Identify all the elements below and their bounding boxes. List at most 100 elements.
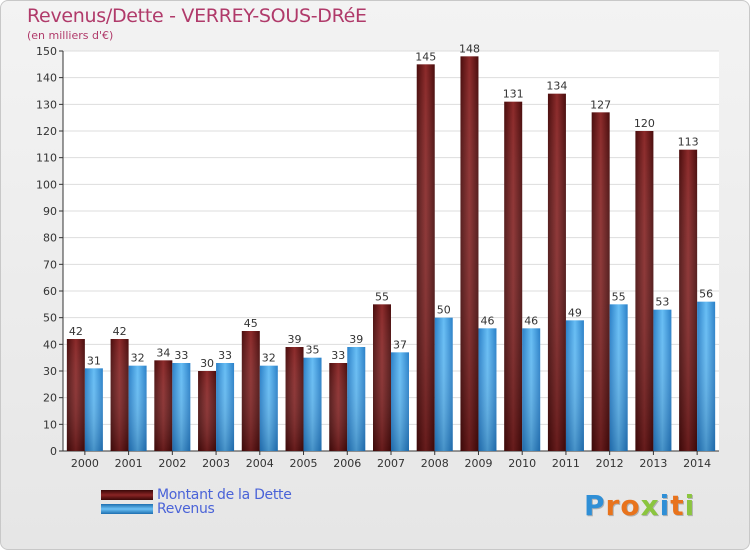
data-label-revenus: 56 xyxy=(699,288,713,301)
y-tick-label: 60 xyxy=(43,285,57,298)
data-label-revenus: 32 xyxy=(131,352,145,365)
bar-revenus-shade xyxy=(478,328,497,451)
bar-dette-shade xyxy=(66,339,85,451)
bar-revenus-shade xyxy=(347,347,366,451)
y-tick-label: 140 xyxy=(36,72,57,85)
data-label-revenus: 35 xyxy=(306,344,320,357)
bar-dette-shade xyxy=(591,112,610,451)
data-label-revenus: 50 xyxy=(437,304,451,317)
bar-dette-shade xyxy=(154,360,173,451)
data-label-dette: 131 xyxy=(503,88,524,101)
data-label-dette: 145 xyxy=(415,50,436,63)
proxiti-logo: Proxiti xyxy=(584,489,695,522)
x-tick-label: 2014 xyxy=(683,457,711,470)
y-tick-label: 80 xyxy=(43,232,57,245)
x-tick-label: 2013 xyxy=(639,457,667,470)
data-label-revenus: 37 xyxy=(393,338,407,351)
data-label-revenus: 55 xyxy=(612,290,626,303)
x-tick-label: 2002 xyxy=(158,457,186,470)
y-tick-label: 70 xyxy=(43,258,57,271)
bar-dette-shade xyxy=(241,331,260,451)
y-tick-label: 100 xyxy=(36,178,57,191)
bar-revenus-shade xyxy=(391,352,409,451)
data-label-dette: 34 xyxy=(156,346,170,359)
bar-dette-shade xyxy=(504,101,523,452)
logo-letter: t xyxy=(670,489,685,522)
x-tick-label: 2001 xyxy=(115,457,143,470)
data-label-dette: 45 xyxy=(244,317,258,330)
bar-dette-shade xyxy=(635,131,654,451)
data-label-dette: 127 xyxy=(590,98,611,111)
logo-letter: o xyxy=(620,489,641,522)
bar-dette-shade xyxy=(285,347,304,451)
bar-revenus-shade xyxy=(128,365,147,451)
y-tick-label: 50 xyxy=(43,312,57,325)
data-label-dette: 42 xyxy=(113,325,127,338)
bar-dette-shade xyxy=(198,371,217,451)
bar-revenus-shade xyxy=(565,320,584,451)
bar-revenus-shade xyxy=(434,317,453,451)
x-tick-label: 2010 xyxy=(508,457,536,470)
data-label-dette: 39 xyxy=(288,333,302,346)
x-tick-label: 2011 xyxy=(552,457,580,470)
y-tick-label: 120 xyxy=(36,125,57,138)
logo-letter: r xyxy=(605,489,621,522)
y-tick-label: 110 xyxy=(36,152,57,165)
bar-revenus-shade xyxy=(697,301,716,451)
x-tick-label: 2003 xyxy=(202,457,230,470)
data-label-dette: 134 xyxy=(546,80,567,93)
bar-dette-shade xyxy=(679,149,698,451)
x-tick-label: 2005 xyxy=(290,457,318,470)
data-label-revenus: 31 xyxy=(87,354,101,367)
bar-revenus-shade xyxy=(84,368,103,451)
chart-title: Revenus/Dette - VERREY-SOUS-DRéE xyxy=(27,5,367,27)
data-label-dette: 55 xyxy=(375,290,389,303)
logo-letter: x xyxy=(640,489,660,522)
x-tick-label: 2006 xyxy=(333,457,361,470)
chart-subtitle: (en milliers d'€) xyxy=(27,29,114,42)
legend-swatch-revenus xyxy=(101,504,153,514)
x-tick-label: 2009 xyxy=(464,457,492,470)
data-label-dette: 148 xyxy=(459,42,480,55)
bar-dette-shade xyxy=(416,64,435,452)
legend-label-dette: Montant de la Dette xyxy=(157,487,292,503)
data-label-dette: 113 xyxy=(678,136,699,149)
x-tick-label: 2008 xyxy=(421,457,449,470)
x-tick-label: 2007 xyxy=(377,457,405,470)
legend-item-revenus: Revenus xyxy=(101,501,215,517)
x-tick-label: 2012 xyxy=(596,457,624,470)
x-tick-label: 2000 xyxy=(71,457,99,470)
data-label-revenus: 46 xyxy=(480,314,494,327)
data-label-revenus: 53 xyxy=(655,296,669,309)
data-label-revenus: 39 xyxy=(349,333,363,346)
bar-revenus-shade xyxy=(259,365,278,451)
bar-revenus-shade xyxy=(522,328,541,451)
y-tick-label: 40 xyxy=(43,338,57,351)
bar-revenus-shade xyxy=(609,304,628,451)
data-label-revenus: 49 xyxy=(568,306,582,319)
y-tick-label: 30 xyxy=(43,365,57,378)
data-label-dette: 120 xyxy=(634,117,655,130)
data-label-revenus: 33 xyxy=(174,349,188,362)
data-label-revenus: 46 xyxy=(524,314,538,327)
bar-dette-shade xyxy=(110,339,129,451)
bar-revenus-shade xyxy=(172,363,191,451)
bar-revenus-shade xyxy=(216,363,235,451)
y-tick-label: 150 xyxy=(36,45,57,58)
data-label-dette: 42 xyxy=(69,325,83,338)
data-label-revenus: 32 xyxy=(262,352,276,365)
x-tick-label: 2004 xyxy=(246,457,274,470)
bar-revenus-shade xyxy=(653,309,672,451)
bar-revenus-shade xyxy=(303,357,322,451)
y-tick-label: 10 xyxy=(43,418,57,431)
legend-label-revenus: Revenus xyxy=(157,501,215,517)
bar-dette-shade xyxy=(460,56,479,451)
y-tick-label: 20 xyxy=(43,392,57,405)
legend-swatch-dette xyxy=(101,490,153,500)
legend-item-dette: Montant de la Dette xyxy=(101,487,292,503)
logo-letter: i xyxy=(684,489,696,522)
y-tick-label: 130 xyxy=(36,98,57,111)
bar-dette-shade xyxy=(373,304,391,451)
data-label-revenus: 33 xyxy=(218,349,232,362)
